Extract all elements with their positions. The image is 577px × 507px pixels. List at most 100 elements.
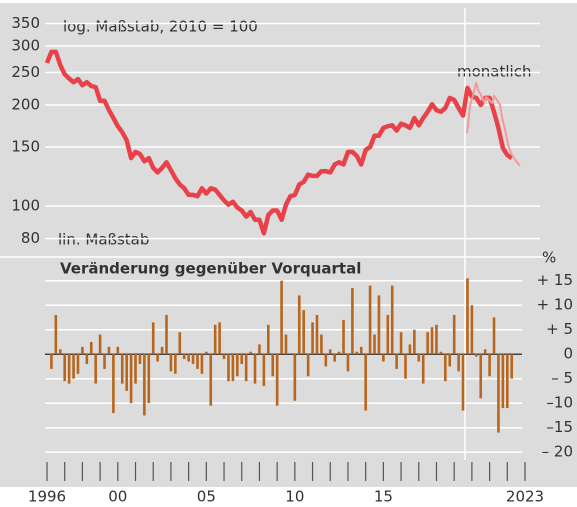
- annotation: monatlich: [457, 63, 531, 81]
- bar: [351, 288, 354, 355]
- y-tick-label: –10: [546, 394, 573, 412]
- bar: [156, 354, 159, 362]
- bar: [143, 354, 146, 416]
- bar: [253, 354, 257, 384]
- bar: [85, 354, 89, 364]
- bar: [58, 349, 62, 355]
- bar: [306, 354, 310, 377]
- bar: [430, 327, 434, 355]
- y-tick-label: 150: [11, 137, 40, 155]
- bar: [297, 295, 301, 355]
- bar: [505, 354, 509, 409]
- bar: [461, 354, 465, 411]
- x-tick-label: 1996: [28, 488, 66, 506]
- bar: [479, 354, 483, 399]
- bar: [103, 354, 106, 369]
- bar: [324, 354, 328, 367]
- bar: [244, 354, 248, 382]
- bar: [311, 322, 314, 355]
- y-tick-label: –15: [546, 418, 573, 436]
- bar: [240, 354, 244, 364]
- bar: [386, 315, 390, 355]
- bar: [470, 305, 474, 355]
- bar: [89, 341, 93, 355]
- y-tick-label: 250: [11, 63, 40, 81]
- bar: [134, 354, 137, 384]
- bar: [408, 344, 412, 355]
- bar: [94, 354, 97, 384]
- x-tick-label: 10: [285, 488, 304, 506]
- bar: [413, 329, 416, 355]
- bar: [497, 354, 500, 433]
- y-tick-label: 100: [11, 197, 40, 215]
- bar: [236, 354, 239, 377]
- bar: [510, 354, 514, 379]
- bar: [147, 354, 151, 404]
- x-tick-label: 00: [108, 488, 127, 506]
- y-tick-label: – 5: [551, 369, 573, 387]
- x-tick-label: 2023: [506, 488, 544, 506]
- bar: [165, 315, 168, 355]
- bar: [452, 315, 456, 355]
- bar: [116, 346, 120, 355]
- bar: [417, 354, 421, 362]
- y-tick-label: – 20: [542, 443, 573, 461]
- bar: [54, 315, 58, 355]
- data-line: [466, 81, 521, 167]
- bar: [227, 354, 230, 382]
- bar: [373, 334, 376, 355]
- bar: [364, 354, 367, 411]
- y-tick-label: + 15: [537, 271, 573, 289]
- bar: [138, 354, 142, 364]
- bar: [174, 354, 177, 374]
- bar: [249, 351, 252, 355]
- bar: [178, 332, 182, 355]
- scale-note: lin. Maßstab: [58, 231, 149, 249]
- bar: [382, 354, 385, 362]
- unit: %: [542, 249, 556, 267]
- bar: [112, 354, 115, 413]
- bar: [439, 351, 443, 355]
- bar: [359, 346, 363, 355]
- bar: [81, 346, 84, 355]
- y-tick-label: + 5: [546, 320, 573, 338]
- bar: [302, 310, 306, 355]
- bar: [475, 354, 478, 357]
- bar: [169, 354, 173, 372]
- bar: [444, 354, 447, 382]
- bar: [258, 344, 261, 355]
- x-tick-label: 15: [374, 488, 393, 506]
- bar: [448, 354, 452, 367]
- bar: [399, 332, 403, 355]
- bar: [368, 285, 372, 355]
- bar: [63, 354, 67, 382]
- bar: [488, 354, 491, 377]
- bar: [107, 346, 111, 355]
- bar: [337, 351, 341, 355]
- bar: [293, 354, 297, 401]
- bar: [120, 354, 124, 384]
- bar: [280, 280, 283, 355]
- bar: [196, 354, 199, 369]
- bar: [315, 315, 319, 355]
- bar: [76, 354, 80, 374]
- bar: [342, 319, 345, 355]
- bar: [266, 324, 270, 355]
- bar: [209, 354, 213, 406]
- bar: [390, 285, 394, 355]
- y-tick-label: + 10: [537, 296, 573, 314]
- bar: [395, 354, 398, 369]
- bar: [50, 354, 53, 369]
- y-tick-label: 350: [11, 14, 40, 32]
- bar: [421, 354, 425, 384]
- bar: [355, 351, 359, 355]
- bar: [182, 354, 186, 360]
- bar: [151, 322, 155, 355]
- y-tick-label: 80: [21, 229, 40, 247]
- bar: [67, 354, 71, 384]
- bar: [187, 354, 190, 362]
- bar: [125, 354, 128, 391]
- bar: [501, 354, 505, 409]
- bar: [191, 354, 195, 364]
